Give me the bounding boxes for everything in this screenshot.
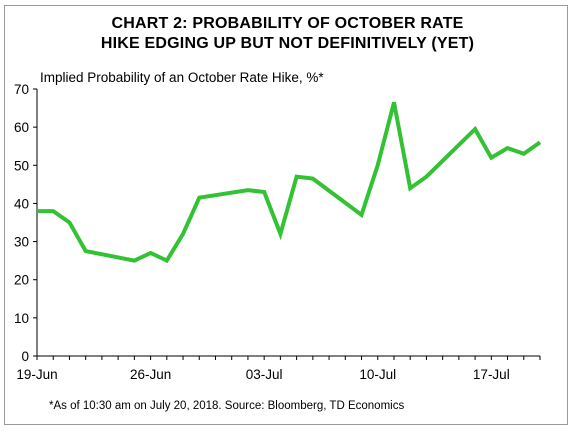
y-tick-label: 30: [14, 235, 29, 250]
source-note: *As of 10:30 am on July 20, 2018. Source…: [49, 400, 405, 412]
y-tick-label: 20: [14, 273, 29, 288]
x-tick-label: 19-Jun: [16, 367, 57, 382]
y-tick-label: 0: [21, 349, 29, 364]
y-tick-label: 60: [14, 120, 29, 135]
chart-title-line-2: HIKE EDGING UP BUT NOT DEFINITIVELY (YET…: [100, 35, 475, 52]
x-tick-label: 03-Jul: [246, 367, 283, 382]
y-axis-label: Implied Probability of an October Rate H…: [40, 70, 324, 85]
chart-title: CHART 2: PROBABILITY OF OCTOBER RATE HIK…: [0, 14, 575, 54]
chart-title-line-1: CHART 2: PROBABILITY OF OCTOBER RATE: [111, 15, 464, 32]
y-tick-label: 50: [14, 158, 29, 173]
x-tick-label: 17-Jul: [473, 367, 510, 382]
x-tick-label: 26-Jun: [130, 367, 171, 382]
y-tick-label: 40: [14, 196, 29, 211]
x-tick-label: 10-Jul: [359, 367, 396, 382]
y-tick-label: 70: [14, 82, 29, 97]
series-line: [37, 101, 542, 264]
y-tick-label: 10: [14, 311, 29, 326]
